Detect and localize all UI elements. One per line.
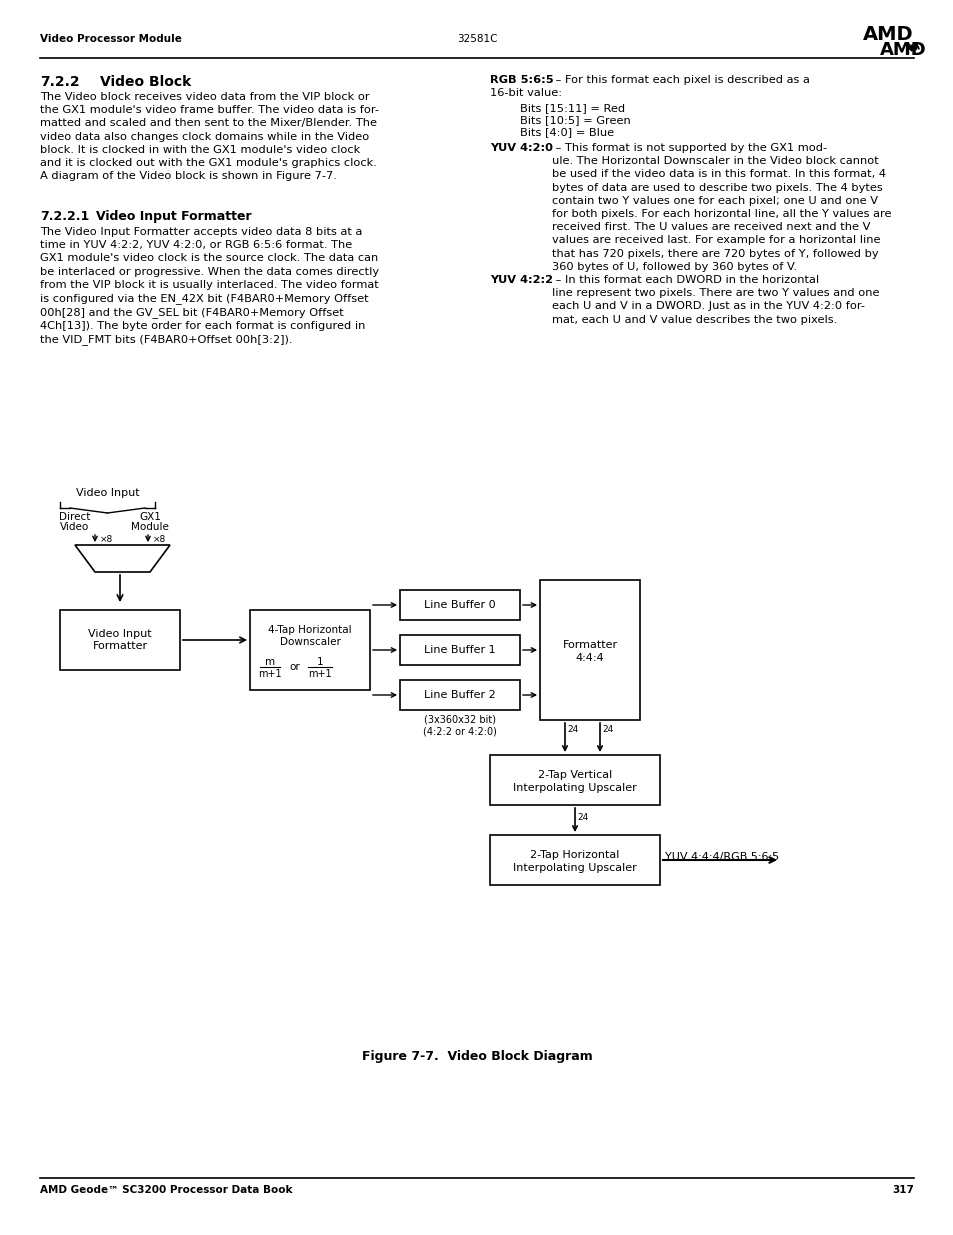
- Bar: [250, 610, 370, 690]
- Text: Line Buffer 2: Line Buffer 2: [424, 690, 496, 700]
- Text: GX1: GX1: [139, 513, 161, 522]
- Text: Formatter: Formatter: [562, 640, 617, 650]
- Text: Figure 7-7.  Video Block Diagram: Figure 7-7. Video Block Diagram: [361, 1050, 592, 1063]
- Bar: [399, 590, 519, 620]
- Text: YUV 4:4:4/RGB 5:6:5: YUV 4:4:4/RGB 5:6:5: [664, 852, 779, 862]
- Text: 24: 24: [601, 725, 613, 735]
- Text: YUV 4:2:0: YUV 4:2:0: [490, 143, 553, 153]
- Text: – This format is not supported by the GX1 mod-
ule. The Horizontal Downscaler in: – This format is not supported by the GX…: [552, 143, 890, 272]
- Bar: [399, 635, 519, 664]
- Text: 4:4:4: 4:4:4: [575, 653, 603, 663]
- Text: Video Input: Video Input: [75, 488, 139, 498]
- Text: AMD: AMD: [862, 25, 913, 44]
- Text: 4-Tap Horizontal: 4-Tap Horizontal: [268, 625, 352, 635]
- Text: Video Input Formatter: Video Input Formatter: [96, 210, 252, 224]
- Text: 317: 317: [891, 1186, 913, 1195]
- Text: The Video block receives video data from the VIP block or
the GX1 module's video: The Video block receives video data from…: [40, 91, 378, 182]
- Text: – In this format each DWORD in the horizontal
line represent two pixels. There a: – In this format each DWORD in the horiz…: [552, 275, 879, 325]
- Bar: [539, 580, 639, 720]
- Text: m: m: [265, 657, 274, 667]
- Text: 2-Tap Horizontal: 2-Tap Horizontal: [530, 850, 619, 860]
- Text: 32581C: 32581C: [456, 35, 497, 44]
- Text: m+1: m+1: [308, 669, 332, 679]
- Text: 7.2.2.1: 7.2.2.1: [40, 210, 90, 224]
- Text: 2-Tap Vertical: 2-Tap Vertical: [537, 769, 612, 781]
- Text: Direct: Direct: [59, 513, 91, 522]
- Text: Interpolating Upscaler: Interpolating Upscaler: [513, 783, 637, 793]
- Text: or: or: [290, 662, 300, 672]
- Text: AMD Geode™ SC3200 Processor Data Book: AMD Geode™ SC3200 Processor Data Book: [40, 1186, 293, 1195]
- Text: Video Block: Video Block: [100, 75, 191, 89]
- Text: 7.2.2: 7.2.2: [40, 75, 79, 89]
- Text: The Video Input Formatter accepts video data 8 bits at a
time in YUV 4:2:2, YUV : The Video Input Formatter accepts video …: [40, 227, 378, 346]
- Bar: [399, 680, 519, 710]
- Text: ×8: ×8: [100, 535, 113, 543]
- Text: Line Buffer 0: Line Buffer 0: [424, 600, 496, 610]
- Bar: [490, 755, 659, 805]
- Text: (4:2:2 or 4:2:0): (4:2:2 or 4:2:0): [422, 727, 497, 737]
- Text: YUV 4:2:2: YUV 4:2:2: [490, 275, 553, 285]
- Text: AMD: AMD: [879, 41, 925, 59]
- Text: – For this format each pixel is described as a: – For this format each pixel is describe…: [552, 75, 809, 85]
- Bar: [60, 610, 180, 671]
- Text: Bits [15:11] = Red: Bits [15:11] = Red: [519, 103, 624, 112]
- Text: Module: Module: [131, 522, 169, 532]
- Text: RGB 5:6:5: RGB 5:6:5: [490, 75, 553, 85]
- Text: Video Processor Module: Video Processor Module: [40, 35, 182, 44]
- Text: ×8: ×8: [152, 535, 166, 543]
- Text: 1: 1: [316, 657, 323, 667]
- Text: Video Input
Formatter: Video Input Formatter: [88, 629, 152, 651]
- Text: Video: Video: [60, 522, 90, 532]
- Text: Bits [4:0] = Blue: Bits [4:0] = Blue: [519, 127, 614, 137]
- Text: (3x360x32 bit): (3x360x32 bit): [423, 715, 496, 725]
- Text: Downscaler: Downscaler: [279, 637, 340, 647]
- Text: Line Buffer 1: Line Buffer 1: [424, 645, 496, 655]
- Text: 24: 24: [577, 813, 588, 821]
- Text: 24: 24: [566, 725, 578, 735]
- Text: 16-bit value:: 16-bit value:: [490, 88, 561, 98]
- Text: Interpolating Upscaler: Interpolating Upscaler: [513, 863, 637, 873]
- Text: m+1: m+1: [258, 669, 281, 679]
- Bar: [490, 835, 659, 885]
- Text: Bits [10:5] = Green: Bits [10:5] = Green: [519, 115, 630, 125]
